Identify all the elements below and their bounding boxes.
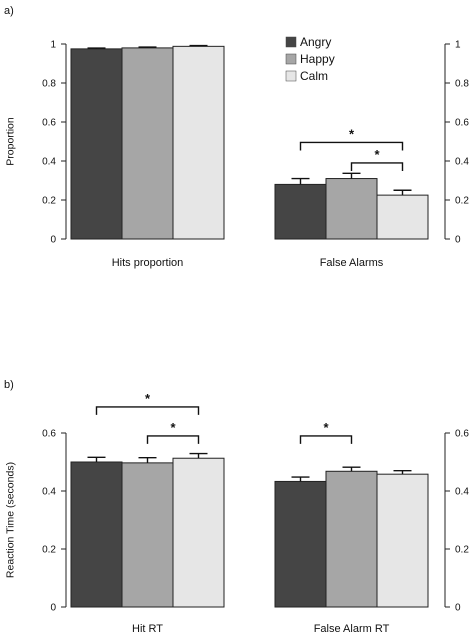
legend-swatch [285,70,297,82]
y-tick-label-left: 0.4 [42,157,56,168]
significance-star: * [170,420,176,435]
significance-bracket [146,435,200,444]
bar [121,462,174,608]
significance-star: * [323,420,329,435]
legend-swatch [285,36,297,48]
bar [70,48,123,240]
x-category-label: Hit RT [132,623,163,635]
bar [376,194,429,240]
y-axis-label: Reaction Time (seconds) [5,462,17,578]
y-tick-label-right: 0.6 [455,429,469,440]
bar [325,178,378,240]
legend-label: Happy [300,52,335,66]
significance-bracket [350,162,404,171]
x-category-label: Hits proportion [112,257,184,269]
y-tick-label-right: 0.4 [455,487,469,498]
x-category-label: False Alarm RT [314,623,390,635]
significance-star: * [349,126,355,141]
y-tick-label-left: 0.6 [42,429,56,440]
x-category-label: False Alarms [320,257,384,269]
legend-label: Calm [300,69,328,83]
y-tick-label-left: 0 [50,603,56,614]
bar [121,47,174,240]
y-tick-label-right: 0.2 [455,196,469,207]
significance-star: * [374,147,380,162]
legend-swatch [285,53,297,65]
y-tick-label-left: 1 [50,40,56,51]
panel-label: a) [4,5,14,17]
y-tick-label-right: 0 [455,603,461,614]
y-tick-label-right: 0.6 [455,118,469,129]
y-tick-label-right: 0.2 [455,545,469,556]
bar [274,480,327,608]
bar [70,461,123,608]
y-tick-label-right: 0.8 [455,79,469,90]
significance-bracket [299,435,353,444]
y-tick-label-left: 0.4 [42,487,56,498]
y-tick-label-right: 0 [455,235,461,246]
y-axis-label: Proportion [5,117,17,166]
panel-label: b) [4,379,14,391]
y-tick-label-right: 1 [455,40,461,51]
y-tick-label-left: 0 [50,235,56,246]
y-tick-label-right: 0.4 [455,157,469,168]
bar [274,183,327,240]
y-tick-label-left: 0.2 [42,196,56,207]
bar [325,470,378,608]
significance-bracket [299,141,404,151]
legend-label: Angry [300,35,331,49]
y-tick-label-left: 0.2 [42,545,56,556]
bar [376,473,429,608]
bar [172,45,225,240]
significance-bracket [95,406,200,415]
significance-star: * [145,391,151,406]
bar [172,457,225,608]
y-tick-label-left: 0.8 [42,79,56,90]
y-tick-label-left: 0.6 [42,118,56,129]
